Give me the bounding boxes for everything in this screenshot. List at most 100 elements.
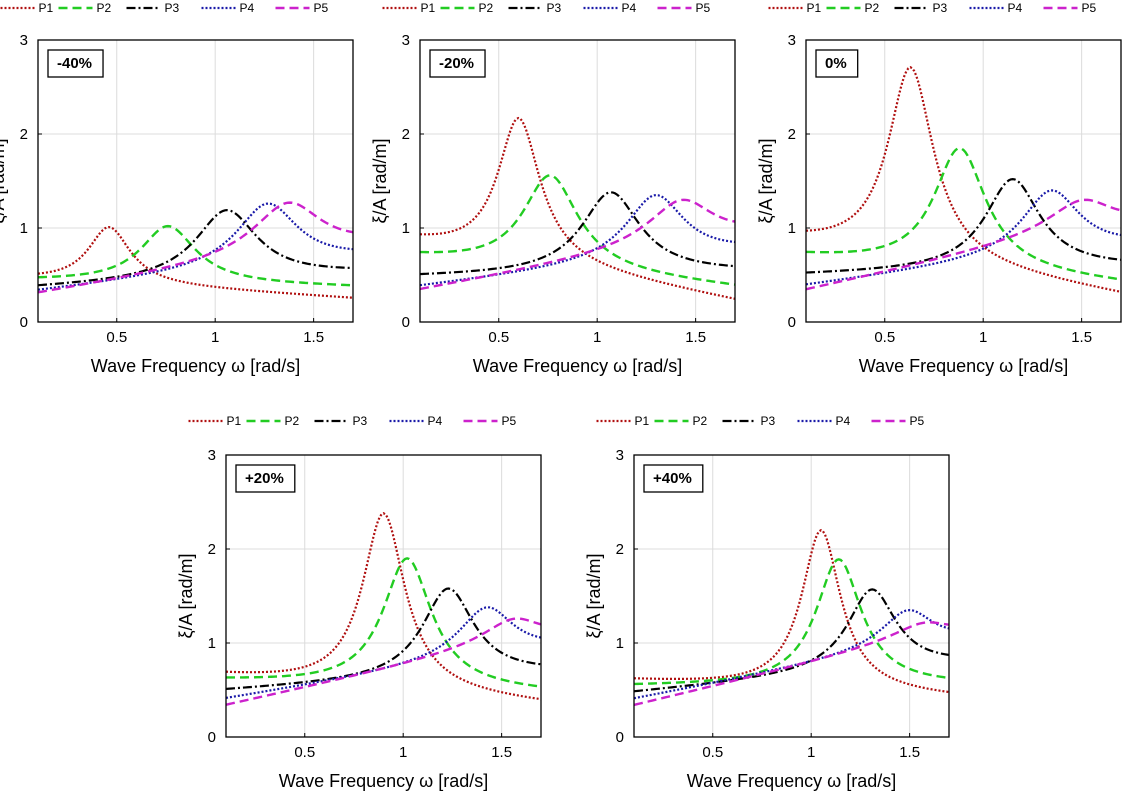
y-tick-label: 3: [208, 447, 216, 464]
legend-label-p1: P1: [807, 1, 822, 15]
legend-label-p3: P3: [761, 414, 776, 428]
panel-label: +40%: [653, 470, 692, 487]
x-tick-label: 0.5: [294, 744, 315, 761]
panel-label: +20%: [245, 470, 284, 487]
y-tick-label: 2: [20, 126, 28, 143]
series-group: [420, 116, 735, 300]
series-line-p2: [806, 146, 1121, 281]
panel-label-box: [643, 464, 704, 493]
panel-label: -40%: [57, 55, 92, 72]
series-line-p5: [806, 198, 1121, 291]
x-tick-label: 1.5: [685, 329, 706, 346]
x-tick-label: 0.5: [702, 744, 723, 761]
x-tick-label: 1.5: [491, 744, 512, 761]
y-tick-label: 2: [616, 541, 624, 558]
x-tick-label: 0.5: [874, 329, 895, 346]
panel-label-box: [815, 49, 859, 78]
chart-panel: 0.5 1 1.5 0 1 2 3 -20% Wave Frequency ω [rad/s] ξ…: [370, 1, 736, 376]
series-group: [634, 528, 949, 707]
legend-label-p4: P4: [622, 1, 637, 15]
legend-label-p4: P4: [1008, 1, 1023, 15]
chart-panel: 0.5 1 1.5 0 1 2 3 +40% Wave Frequency ω [rad/s] ξ…: [584, 414, 950, 791]
y-axis-label: ξ/A [rad/m]: [0, 138, 8, 223]
legend-label-p1: P1: [39, 1, 54, 15]
y-tick-label: 2: [402, 126, 410, 143]
legend-label-p3: P3: [547, 1, 562, 15]
y-axis-label: ξ/A [rad/m]: [756, 138, 776, 223]
series-line-p4: [634, 608, 949, 700]
y-tick-label: 0: [616, 729, 624, 746]
series-line-p3: [420, 191, 735, 276]
y-tick-label: 1: [20, 220, 28, 237]
y-tick-label: 3: [788, 32, 796, 49]
legend-label-p3: P3: [353, 414, 368, 428]
panel-label: 0%: [825, 55, 847, 72]
x-tick-label: 1.5: [899, 744, 920, 761]
series-line-p2: [226, 557, 541, 688]
y-axis-label: ξ/A [rad/m]: [176, 553, 196, 638]
series-line-p4: [420, 193, 735, 287]
legend-label-p2: P2: [865, 1, 880, 15]
x-tick-label: 1.5: [1071, 329, 1092, 346]
panel-label: -20%: [439, 55, 474, 72]
chart-panel: 0.5 1 1.5 0 1 2 3 +20% Wave Frequency ω [rad/s] ξ…: [176, 414, 542, 791]
panel-label-box: [47, 49, 104, 78]
y-tick-label: 1: [402, 220, 410, 237]
y-tick-label: 0: [208, 729, 216, 746]
legend-label-p5: P5: [314, 1, 329, 15]
y-tick-label: 3: [616, 447, 624, 464]
y-tick-label: 3: [402, 32, 410, 49]
x-tick-label: 1: [807, 744, 815, 761]
series-line-p3: [226, 587, 541, 691]
plot-frame: [633, 454, 950, 738]
x-tick-label: 1: [979, 329, 987, 346]
legend-label-p2: P2: [285, 414, 300, 428]
x-tick-label: 0.5: [488, 329, 509, 346]
series-line-p4: [806, 189, 1121, 286]
legend-label-p5: P5: [910, 414, 925, 428]
y-axis-label: ξ/A [rad/m]: [584, 553, 604, 638]
series-group: [806, 66, 1121, 293]
legend-label-p1: P1: [635, 414, 650, 428]
series-line-p3: [634, 588, 949, 693]
series-line-p1: [634, 528, 949, 694]
x-axis-label: Wave Frequency ω [rad/s]: [279, 771, 488, 791]
legend-label-p4: P4: [836, 414, 851, 428]
series-line-p2: [420, 174, 735, 286]
x-tick-label: 0.5: [106, 329, 127, 346]
series-line-p2: [38, 224, 353, 287]
y-tick-label: 3: [20, 32, 28, 49]
legend-label-p2: P2: [479, 1, 494, 15]
legend-label-p3: P3: [933, 1, 948, 15]
series-line-p1: [38, 225, 353, 299]
series-group: [226, 512, 541, 706]
plot-frame: [225, 454, 542, 738]
series-line-p5: [420, 198, 735, 291]
y-tick-label: 1: [208, 635, 216, 652]
series-line-p5: [38, 201, 353, 294]
series-line-p5: [634, 621, 949, 707]
x-axis-label: Wave Frequency ω [rad/s]: [687, 771, 896, 791]
series-line-p3: [38, 209, 353, 287]
y-tick-label: 2: [788, 126, 796, 143]
y-tick-label: 1: [788, 220, 796, 237]
x-tick-label: 1: [399, 744, 407, 761]
chart-panel: 0.5 1 1.5 0 1 2 3 0% Wave Frequency ω [rad/s] ξ/A…: [756, 1, 1122, 376]
x-axis-label: Wave Frequency ω [rad/s]: [91, 356, 300, 376]
legend-label-p2: P2: [693, 414, 708, 428]
plot-frame: [419, 39, 736, 323]
y-tick-label: 2: [208, 541, 216, 558]
legend-label-p1: P1: [421, 1, 436, 15]
legend-label-p1: P1: [227, 414, 242, 428]
series-group: [38, 201, 353, 299]
x-tick-label: 1: [593, 329, 601, 346]
x-axis-label: Wave Frequency ω [rad/s]: [473, 356, 682, 376]
y-tick-label: 1: [616, 635, 624, 652]
y-tick-label: 0: [788, 314, 796, 331]
series-line-p3: [806, 178, 1121, 274]
panel-label-box: [429, 49, 486, 78]
x-axis-label: Wave Frequency ω [rad/s]: [859, 356, 1068, 376]
legend-label-p5: P5: [1082, 1, 1097, 15]
legend-label-p2: P2: [97, 1, 112, 15]
